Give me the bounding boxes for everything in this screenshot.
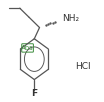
Text: F: F: [31, 89, 37, 98]
Text: HCl: HCl: [75, 62, 91, 71]
Text: Abs: Abs: [21, 45, 34, 51]
Text: NH₂: NH₂: [62, 14, 79, 23]
